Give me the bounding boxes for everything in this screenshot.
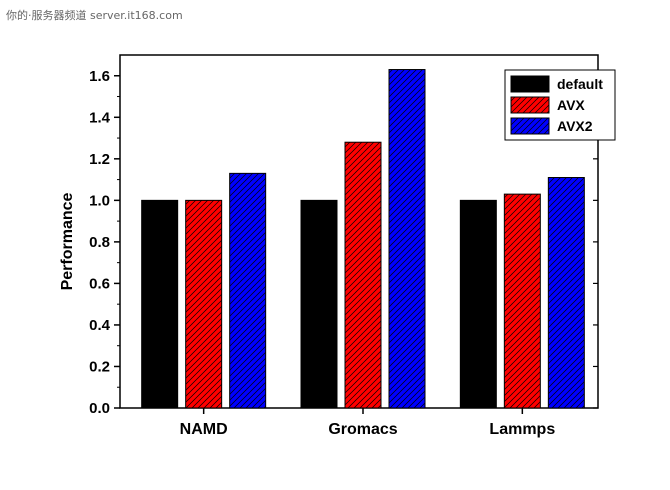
legend-swatch-default [510,75,550,93]
y-tick-label: 0.8 [89,234,110,251]
bar-default-gromacs [300,199,338,409]
bar-default-namd [141,199,179,409]
y-tick-label: 0.4 [89,317,111,334]
x-category-label: NAMD [180,421,228,438]
bar-avx2-gromacs [388,69,426,409]
bar-avx-gromacs [344,141,382,409]
legend-label-default: default [557,76,603,92]
y-tick-label: 1.6 [89,68,110,85]
y-tick-label: 0.6 [89,275,110,292]
y-tick-label: 0.0 [89,400,110,417]
bar-default-lammps [459,199,497,409]
y-tick-label: 1.4 [89,109,111,126]
site-watermark: 你的·服务器频道 server.it168.com [6,9,183,22]
x-category-label: Lammps [489,421,555,438]
y-tick-label: 1.2 [89,151,110,168]
x-axis: NAMD Gromacs Lammps [180,408,555,438]
legend-label-avx2: AVX2 [557,118,593,134]
bar-avx2-namd [229,172,267,409]
bar-avx-lammps [503,193,541,409]
legend-label-avx: AVX [557,97,585,113]
y-axis: 0.0 0.2 0.4 0.6 0.8 1.0 1.2 1.4 1.6 [89,68,598,417]
y-axis-title: Performance [59,192,76,290]
bar-avx-namd [185,199,223,409]
y-tick-label: 1.0 [89,192,110,209]
bars-group [141,69,585,409]
y-tick-label: 0.2 [89,358,110,375]
x-category-label: Gromacs [328,421,397,438]
legend-swatch-avx [510,96,550,114]
legend-swatch-avx2 [510,117,550,135]
bar-avx2-lammps [547,177,585,409]
legend: default AVX AVX2 [504,69,616,141]
